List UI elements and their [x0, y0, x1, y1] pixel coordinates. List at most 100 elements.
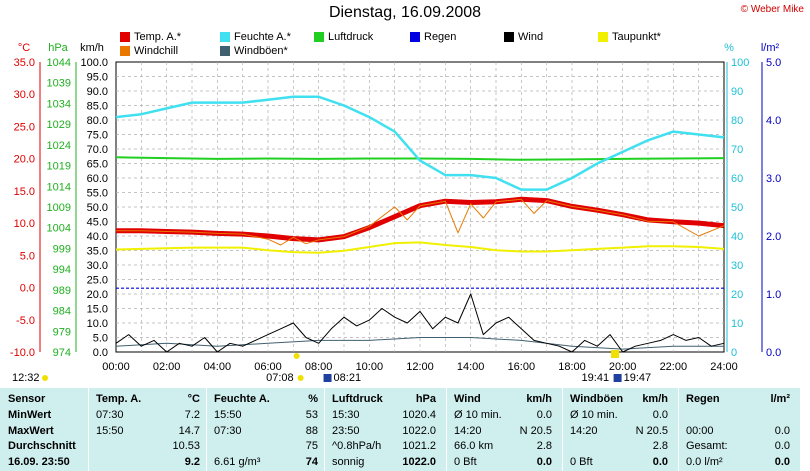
series-windchill [116, 198, 725, 246]
row-temp-time: 15:50 [96, 424, 124, 437]
header-temp: Temp. A. [96, 393, 142, 405]
legend-item: Taupunkt* [598, 31, 661, 43]
humidity-axis-tick: 60 [731, 173, 743, 185]
x-tick-label: 12:00 [406, 361, 434, 373]
series-luftdruck [115, 156, 725, 161]
row-temp-value: 7.2 [184, 409, 200, 421]
x-tick-label: 02:00 [153, 361, 181, 373]
row-hum-time: 6.61 g/m³ [214, 455, 261, 468]
header-rain: Regen [686, 393, 720, 405]
pressure-axis-tick: 994 [53, 264, 71, 276]
row-hum-time: 07:30 [214, 424, 242, 437]
row-gust-time: 14:20 [570, 424, 598, 437]
row-wind-value: N 20.5 [519, 424, 552, 437]
header-temp-unit: °C [187, 393, 200, 405]
wind-axis-tick: 85.0 [87, 101, 108, 113]
row-temp-value: 9.2 [184, 455, 200, 468]
moonset-marker [613, 374, 622, 382]
row-hum-value: 74 [305, 455, 318, 468]
row-wind-time: Ø 10 min. [454, 409, 502, 421]
row-hum-value: 75 [305, 440, 318, 452]
row-wind-value: 0.0 [536, 409, 552, 421]
pressure-axis-tick: 1044 [47, 57, 71, 69]
humidity-unit: % [724, 42, 734, 54]
legend-item: Wind [504, 31, 543, 43]
temp-axis-tick: -10.0 [10, 347, 35, 359]
pressure-axis-tick: 1034 [47, 98, 71, 110]
weather-chart: 35.0 30.0 25.0 20.0 15.0 10.0 5.0 0.0 -5.0 -10.0 1… [10, 42, 781, 384]
column-divider [206, 388, 207, 471]
x-tick-label: 00:00 [102, 361, 130, 373]
row-wind-value: 0.0 [536, 455, 552, 468]
header-press: Luftdruck [332, 393, 383, 405]
legend-swatch [504, 32, 514, 42]
legend-swatch [220, 46, 230, 56]
header-sensor: Sensor [8, 393, 46, 405]
rain-axis-tick: 5.0 [766, 57, 781, 69]
row-wind-time: 66.0 km [454, 440, 494, 452]
pressure-axis-tick: 1029 [47, 119, 71, 131]
legend-label: Windchill [134, 45, 179, 57]
temp-axis-tick: 0.0 [20, 283, 35, 295]
pressure-axis-tick: 974 [53, 347, 71, 359]
humidity-axis-tick: 20 [731, 289, 743, 301]
wind-axis-tick: 50.0 [87, 202, 108, 214]
column-divider [446, 388, 447, 471]
sunrise-time: 07:08 [266, 372, 294, 384]
x-tick-label: 14:00 [457, 361, 485, 373]
pressure-axis-tick: 979 [53, 326, 71, 338]
row-press-value: 1020.4 [402, 409, 436, 421]
column-divider [88, 388, 89, 471]
rain-axis-tick: 1.0 [766, 289, 781, 301]
pressure-axis-tick: 984 [53, 306, 71, 318]
humidity-axis-tick: 30 [731, 260, 743, 272]
legend-swatch [120, 32, 130, 42]
chart-title: Dienstag, 16.09.2008 [328, 4, 482, 21]
legend-item: Regen [410, 31, 456, 43]
row-press-time: sonnig [332, 455, 365, 468]
pressure-axis-tick: 1014 [47, 181, 71, 193]
humidity-axis-tick: 90 [731, 86, 743, 98]
header-wind: Wind [454, 393, 481, 405]
header-gust: Windböen [570, 393, 624, 405]
wind-axis-tick: 0.0 [93, 347, 108, 359]
header-hum-unit: % [308, 393, 318, 405]
x-tick-label: 08:00 [305, 361, 333, 373]
legend-label: Regen [424, 31, 457, 43]
temp-axis-tick: 10.0 [14, 218, 35, 230]
pressure-axis-tick: 1024 [47, 140, 71, 152]
wind-axis-tick: 35.0 [87, 246, 108, 258]
legend-swatch [220, 32, 230, 42]
humidity-axis-tick: 10 [731, 318, 743, 330]
series-feuchte-a [115, 95, 725, 191]
row-wind-time: 14:20 [454, 424, 482, 437]
pressure-unit: hPa [48, 42, 68, 54]
column-divider [678, 388, 679, 471]
wind-axis-tick: 20.0 [87, 289, 108, 301]
humidity-axis-tick: 0 [731, 347, 737, 359]
row-rain-time: 00:00 [686, 424, 714, 437]
row-label: 16.09. 23:50 [8, 455, 70, 468]
row-hum-value: 53 [305, 409, 318, 421]
temp-axis-tick: 25.0 [14, 121, 35, 133]
humidity-axis-tick: 100 [731, 57, 749, 69]
header-wind-unit: km/h [526, 393, 552, 405]
rain-axis-tick: 3.0 [766, 173, 781, 185]
pressure-axis-tick: 1009 [47, 202, 71, 214]
sun-left-time: 12:32 [12, 372, 40, 384]
wind-axis-tick: 90.0 [87, 86, 108, 98]
row-rain-value: 0.0 [774, 455, 790, 468]
pressure-axis-tick: 999 [53, 243, 71, 255]
temp-axis-tick: 35.0 [14, 57, 35, 69]
pressure-axis-tick: 1004 [47, 223, 71, 235]
series-taupunkt [115, 241, 725, 254]
row-press-value: 1022.0 [402, 424, 436, 437]
row-gust-value: N 20.5 [635, 424, 668, 437]
row-press-time: 23:50 [332, 424, 360, 437]
row-wind-value: 2.8 [536, 440, 552, 452]
sunrise-icon [297, 375, 304, 381]
legend-label: Taupunkt* [612, 31, 661, 43]
x-tick-label: 06:00 [254, 361, 282, 373]
wind-axis-tick: 40.0 [87, 231, 108, 243]
row-gust-value: 2.8 [652, 440, 668, 452]
